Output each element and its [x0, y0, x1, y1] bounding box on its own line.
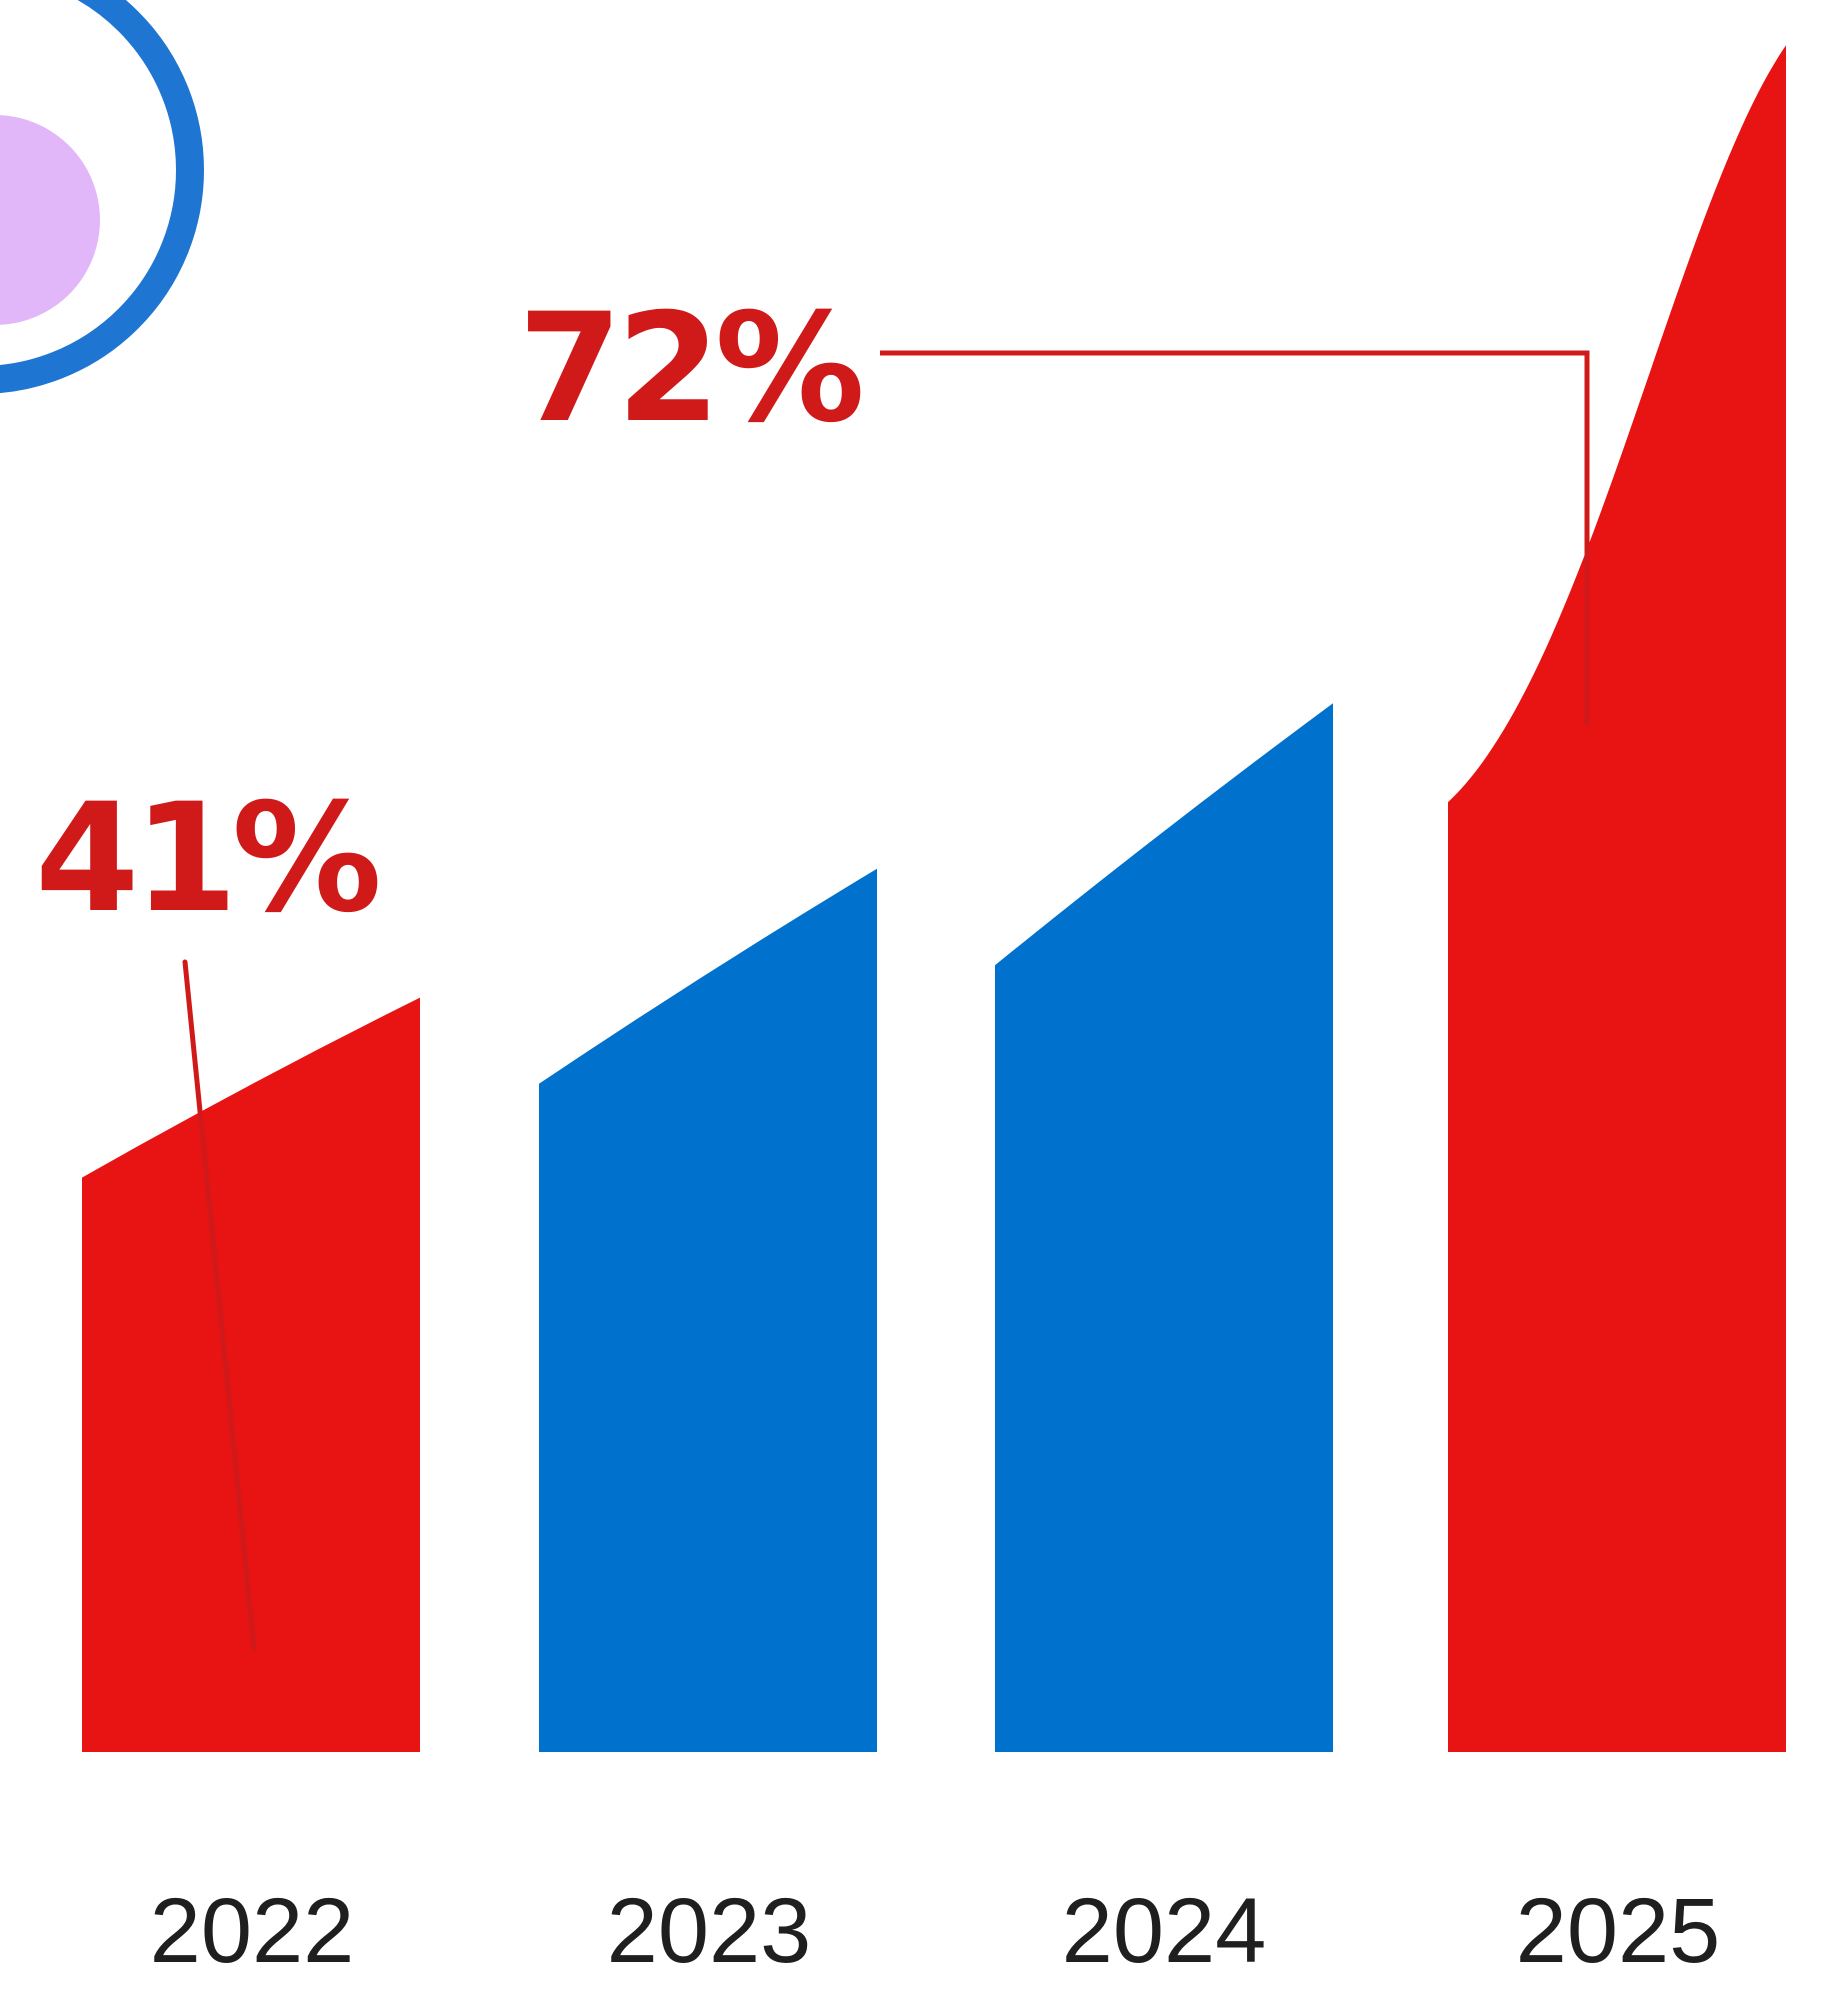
bar-2022: [82, 997, 420, 1752]
decorative-ring-icon: [0, 0, 204, 394]
x-tick-label-2022: 2022: [150, 1880, 355, 1982]
bar-2024: [995, 703, 1333, 1753]
annotation-leader-2022: [182, 959, 257, 1651]
annotation-41-percent: 41%: [35, 772, 378, 946]
annotation-leader-2025: [880, 350, 1590, 725]
bar-2025: [1448, 45, 1786, 1753]
bars-layer: [82, 45, 1786, 1753]
x-tick-label-2025: 2025: [1516, 1880, 1721, 1982]
bar-2023: [539, 868, 877, 1752]
decorative-ring: [0, 0, 204, 394]
x-tick-label-2024: 2024: [1062, 1880, 1267, 1982]
x-tick-label-2023: 2023: [607, 1880, 812, 1982]
decorative-blob: [0, 115, 100, 325]
annotation-72-percent: 72%: [518, 282, 861, 456]
